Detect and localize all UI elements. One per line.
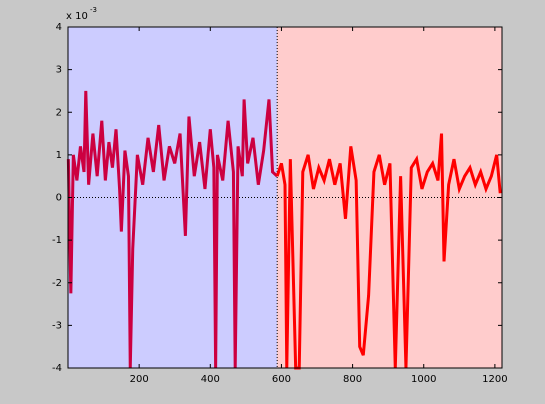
- y-tick-label: 3: [56, 65, 62, 76]
- y-tick-label: -3: [52, 320, 62, 331]
- y-tick-label: 0: [56, 193, 62, 204]
- data-line: [66, 90, 279, 369]
- data-line: [275, 133, 502, 370]
- x-tick-label: 400: [201, 374, 220, 385]
- x-tick-label: 1000: [411, 374, 436, 385]
- x-tick-label: 600: [272, 374, 291, 385]
- y-tick-label: 4: [56, 22, 62, 33]
- x-tick-label: 800: [343, 374, 362, 385]
- y-tick-label: -2: [52, 278, 62, 289]
- x-tick-label: 200: [130, 374, 149, 385]
- y-tick-label: 2: [56, 107, 62, 118]
- y-tick-label: -4: [52, 363, 62, 374]
- y-tick-label: 1: [56, 150, 62, 161]
- y-tick-label: -1: [52, 235, 62, 246]
- plot-layer: [66, 90, 502, 370]
- y-multiplier-exp: -3: [90, 6, 97, 14]
- x-tick-label: 1200: [482, 374, 507, 385]
- y-multiplier: x 10: [66, 11, 88, 22]
